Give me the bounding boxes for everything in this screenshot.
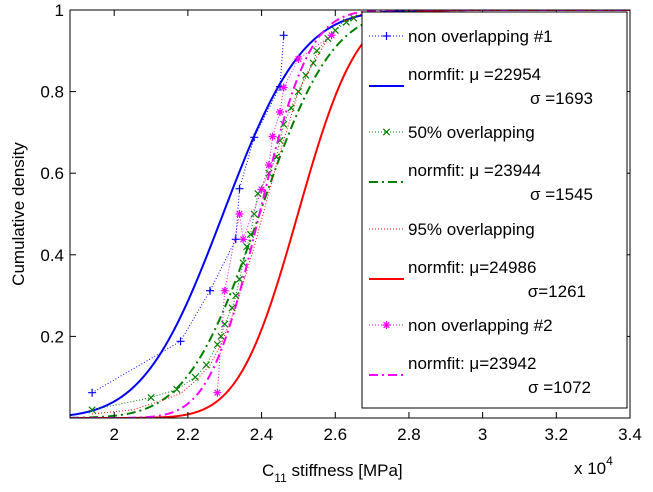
data-point-7-9 <box>279 83 288 92</box>
normfit-curve-6 <box>70 10 630 418</box>
legend: non overlapping #1 normfit: μ =22954 σ =… <box>361 11 628 409</box>
x-tick-label: 3.4 <box>618 425 642 444</box>
data-point-1-8 <box>279 31 288 40</box>
legend-label-8: normfit: μ=23942 <box>408 354 536 373</box>
series-2 <box>70 10 630 417</box>
y-tick-label: 0.6 <box>40 164 64 183</box>
normfit-curve-8 <box>70 10 630 418</box>
legend-marker-7 <box>382 321 391 329</box>
data-point-3-10 <box>232 291 240 300</box>
x-tick-label: 2.4 <box>250 425 274 444</box>
x-multiplier: x 104 <box>574 454 613 478</box>
data-point-7-8 <box>276 108 284 116</box>
legend-sample-3 <box>369 128 404 136</box>
svg-text:C11 stiffness [MPa]: C11 stiffness [MPa] <box>262 461 403 485</box>
legend-label-7: non overlapping #2 <box>408 316 553 335</box>
x-tick-label: 2.6 <box>323 425 347 444</box>
data-point-7-7 <box>268 132 277 141</box>
data-point-3-15 <box>250 210 258 218</box>
x-multiplier-base: x 10 <box>574 459 606 478</box>
y-tick-label: 0.4 <box>40 246 64 265</box>
data-point-7-5 <box>257 185 266 194</box>
x-tick-label: 2.2 <box>176 425 200 444</box>
data-point-7-6 <box>264 161 273 170</box>
data-point-3-2 <box>147 393 155 402</box>
y-tick-label: 1 <box>55 1 64 20</box>
data-point-3-4 <box>191 373 199 381</box>
data-point-7-1 <box>213 388 222 397</box>
data-point-7-2 <box>220 286 229 295</box>
series-layer <box>70 10 630 418</box>
legend-box <box>361 11 628 409</box>
legend-label-6b: σ=1261 <box>528 282 586 301</box>
legend-label-8b: σ =1072 <box>528 378 591 397</box>
data-point-7-4 <box>239 235 248 244</box>
legend-label-4: normfit: μ =23944 <box>408 161 541 180</box>
y-tick-label: 0.8 <box>40 83 64 102</box>
data-point-3-25 <box>313 47 321 55</box>
data-point-1-1 <box>88 388 97 397</box>
x-tick-label: 3.2 <box>544 425 568 444</box>
series-4 <box>70 10 630 418</box>
data-point-3-28 <box>342 18 350 26</box>
x-axis-label-sub: 11 <box>274 471 287 485</box>
x-tick-label: 2 <box>109 425 118 444</box>
data-point-7-11 <box>327 31 336 40</box>
legend-label-5: 95% overlapping <box>408 220 535 239</box>
legend-marker-1 <box>382 32 391 40</box>
legend-label-6: normfit: μ=24986 <box>408 258 536 277</box>
legend-label-2b: σ =1693 <box>530 89 593 108</box>
x-axis-label: C11 stiffness [MPa] <box>262 461 403 485</box>
data-point-1-3 <box>206 286 214 295</box>
x-axis-label-main: C <box>262 461 274 480</box>
x-axis-label-rest: stiffness [MPa] <box>287 461 403 480</box>
legend-sample-7 <box>369 321 404 329</box>
svg-text:x 104: x 104 <box>574 454 613 478</box>
normfit-curve-2 <box>70 10 630 417</box>
legend-sample-1 <box>369 32 404 40</box>
series-7 <box>213 31 336 397</box>
data-point-1-4 <box>231 235 240 244</box>
legend-label-1: non overlapping #1 <box>408 27 553 46</box>
legend-label-4b: σ =1545 <box>530 185 593 204</box>
axes-box <box>69 9 631 419</box>
legend-label-3: 50% overlapping <box>408 123 535 142</box>
data-point-3-20 <box>280 120 288 128</box>
data-point-1-5 <box>235 184 244 193</box>
ticks-layer: 2 2.2 2.4 2.6 2.8 3 3.2 3.4 0.2 0.4 0.6 0.8 1 <box>40 1 641 444</box>
legend-label-2: normfit: μ =22954 <box>408 65 541 84</box>
empirical-line-5 <box>92 13 362 415</box>
normfit-curve-4 <box>70 10 630 418</box>
data-point-7-10 <box>294 54 303 63</box>
data-point-3-13 <box>243 243 251 251</box>
legend-samples <box>369 32 404 376</box>
data-point-7-3 <box>235 210 244 218</box>
series-8 <box>70 10 630 418</box>
data-point-3-24 <box>309 59 317 67</box>
legend-marker-3 <box>382 128 391 136</box>
data-point-3-1 <box>88 406 96 414</box>
x-tick-label: 2.8 <box>397 425 421 444</box>
series-6 <box>70 10 630 418</box>
data-point-3-29 <box>350 14 358 22</box>
x-tick-label: 3 <box>478 425 487 444</box>
data-point-1-2 <box>176 337 185 346</box>
series-5 <box>92 13 362 415</box>
y-tick-label: 0.2 <box>40 327 64 346</box>
x-multiplier-exp: 4 <box>606 454 613 468</box>
y-axis-label: Cumulative density <box>9 142 28 286</box>
